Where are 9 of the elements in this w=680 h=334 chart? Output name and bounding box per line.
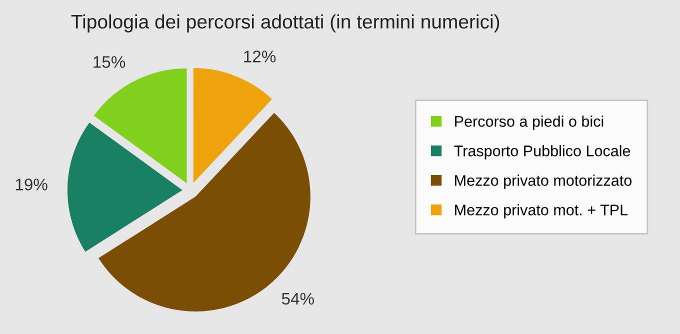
data-label: 15% bbox=[94, 56, 126, 68]
data-label: 19% bbox=[16, 178, 48, 190]
chart-title: Tipologia dei percorsi adottati (in termini numerici) bbox=[71, 14, 500, 32]
data-label: 12% bbox=[244, 50, 276, 62]
data-label: 54% bbox=[282, 292, 314, 305]
legend-label: Trasporto Pubblico Locale bbox=[454, 145, 630, 160]
legend-label: Percorso a piedi o bici bbox=[455, 116, 604, 130]
legend-label: Mezzo privato mot. + TPL bbox=[455, 204, 628, 218]
legend-label: Mezzo privato motorizzato bbox=[455, 174, 632, 189]
